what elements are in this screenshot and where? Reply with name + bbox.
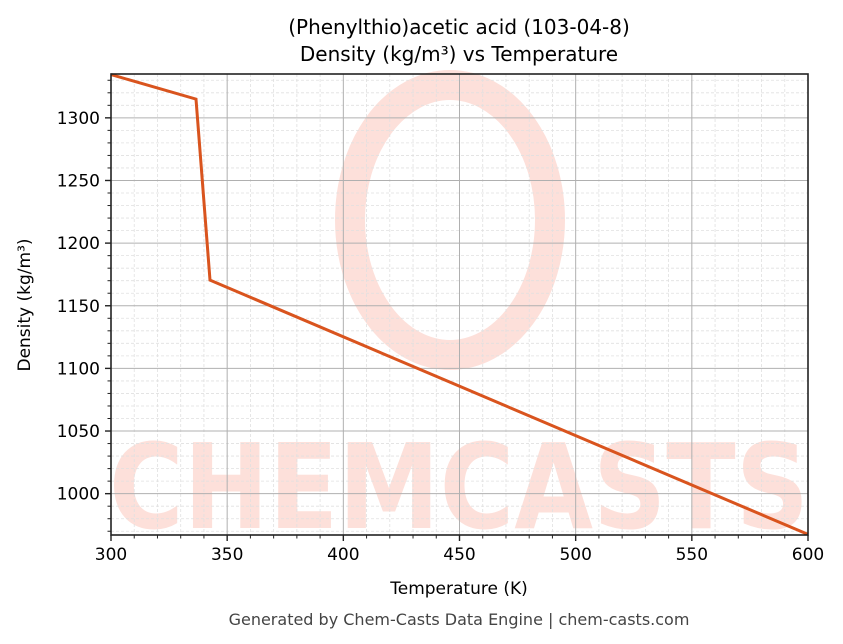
svg-text:450: 450	[443, 545, 475, 565]
svg-text:1000: 1000	[57, 485, 100, 505]
svg-text:1050: 1050	[57, 422, 100, 442]
svg-text:1150: 1150	[57, 297, 100, 317]
svg-text:1300: 1300	[57, 109, 100, 129]
svg-text:600: 600	[792, 545, 824, 565]
chart-title-line2: Density (kg/m³) vs Temperature	[300, 42, 618, 66]
density-line	[110, 73, 809, 536]
svg-text:300: 300	[95, 545, 127, 565]
x-axis-label: Temperature (K)	[389, 579, 528, 599]
chart-title-line1: (Phenylthio)acetic acid (103-04-8)	[288, 15, 630, 39]
svg-text:500: 500	[559, 545, 591, 565]
y-axis-label: Density (kg/m³)	[15, 238, 35, 371]
svg-text:1200: 1200	[57, 234, 100, 254]
svg-text:1100: 1100	[57, 359, 100, 379]
svg-text:350: 350	[211, 545, 243, 565]
axis-ticks: 300 350 400 450 500 550 600 1000 1050 1100 1150 120…	[57, 79, 824, 565]
svg-text:1250: 1250	[57, 171, 100, 191]
svg-text:400: 400	[327, 545, 359, 565]
svg-text:550: 550	[676, 545, 708, 565]
footer-credit: Generated by Chem-Casts Data Engine | ch…	[229, 610, 690, 629]
